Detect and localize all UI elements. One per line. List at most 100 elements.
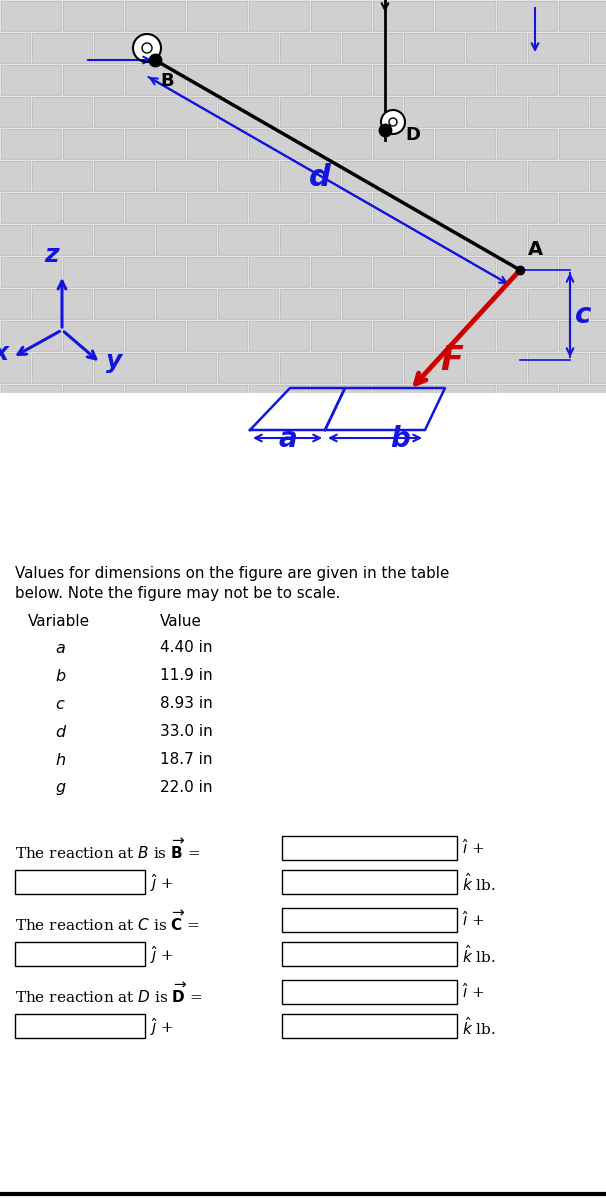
- Bar: [0, 545, 30, 575]
- Bar: [528, 545, 588, 575]
- Text: $g$: $g$: [55, 780, 67, 797]
- Bar: [32, 97, 92, 127]
- Bar: [528, 32, 588, 62]
- Bar: [342, 481, 402, 511]
- Bar: [497, 1, 557, 31]
- Bar: [373, 449, 433, 479]
- Bar: [342, 226, 402, 254]
- Bar: [1, 577, 61, 607]
- Text: $\hat{\imath}$ +: $\hat{\imath}$ +: [462, 982, 484, 1001]
- Bar: [528, 289, 588, 319]
- Bar: [528, 418, 588, 448]
- Text: 11.9 in: 11.9 in: [160, 668, 213, 683]
- Bar: [280, 353, 340, 383]
- Text: b: b: [390, 425, 410, 454]
- Bar: [1, 1, 61, 31]
- Bar: [125, 385, 185, 415]
- FancyBboxPatch shape: [15, 942, 145, 966]
- Bar: [559, 1, 606, 31]
- Bar: [218, 545, 278, 575]
- Bar: [590, 97, 606, 127]
- Bar: [435, 385, 495, 415]
- Bar: [497, 385, 557, 415]
- Text: The reaction at $D$ is $\overrightarrow{\mathbf{D}}$ =: The reaction at $D$ is $\overrightarrow{…: [15, 982, 202, 1007]
- Bar: [218, 161, 278, 191]
- Bar: [590, 226, 606, 254]
- Bar: [94, 226, 154, 254]
- Text: $\hat{k}$ lb.: $\hat{k}$ lb.: [462, 944, 496, 966]
- Text: Variable: Variable: [28, 614, 90, 629]
- Text: B: B: [160, 72, 174, 90]
- Text: z: z: [44, 242, 59, 266]
- Bar: [0, 418, 30, 448]
- Bar: [528, 353, 588, 383]
- Bar: [373, 65, 433, 95]
- Bar: [1, 385, 61, 415]
- Bar: [342, 545, 402, 575]
- Bar: [528, 289, 588, 319]
- Bar: [311, 320, 371, 350]
- Bar: [466, 97, 526, 127]
- Bar: [63, 128, 123, 158]
- Text: $\hat{k}$ lb.: $\hat{k}$ lb.: [462, 1016, 496, 1038]
- Bar: [63, 193, 123, 223]
- Bar: [32, 353, 92, 383]
- Bar: [311, 1, 371, 31]
- Bar: [156, 289, 216, 319]
- Bar: [559, 320, 606, 350]
- Bar: [280, 32, 340, 62]
- Bar: [373, 257, 433, 287]
- Bar: [218, 161, 278, 191]
- Bar: [590, 545, 606, 575]
- Bar: [404, 161, 464, 191]
- Bar: [528, 353, 588, 383]
- Bar: [249, 257, 309, 287]
- Bar: [218, 418, 278, 448]
- Bar: [590, 418, 606, 448]
- Bar: [32, 353, 92, 383]
- Bar: [187, 65, 247, 95]
- Text: $d$: $d$: [55, 724, 67, 740]
- Bar: [249, 385, 309, 415]
- Bar: [590, 97, 606, 127]
- Bar: [342, 481, 402, 511]
- Bar: [63, 257, 123, 287]
- Bar: [342, 32, 402, 62]
- Bar: [280, 161, 340, 191]
- Bar: [94, 353, 154, 383]
- Bar: [590, 32, 606, 62]
- Bar: [1, 449, 61, 479]
- Bar: [94, 32, 154, 62]
- Bar: [94, 161, 154, 191]
- Text: $c$: $c$: [55, 696, 65, 713]
- Bar: [249, 577, 309, 607]
- Bar: [559, 65, 606, 95]
- FancyBboxPatch shape: [282, 870, 457, 894]
- Bar: [63, 385, 123, 415]
- Text: F: F: [440, 344, 463, 377]
- Bar: [497, 65, 557, 95]
- Bar: [311, 385, 371, 415]
- Text: 4.40 in: 4.40 in: [160, 640, 213, 655]
- Bar: [311, 1, 371, 31]
- Bar: [125, 257, 185, 287]
- Bar: [0, 161, 30, 191]
- Bar: [0, 226, 30, 254]
- Bar: [156, 226, 216, 254]
- Bar: [249, 65, 309, 95]
- Bar: [63, 514, 123, 542]
- Bar: [63, 514, 123, 542]
- Bar: [218, 226, 278, 254]
- Bar: [32, 226, 92, 254]
- Bar: [32, 32, 92, 62]
- Bar: [156, 32, 216, 62]
- Circle shape: [381, 110, 405, 134]
- Bar: [187, 320, 247, 350]
- Text: 33.0 in: 33.0 in: [160, 724, 213, 739]
- Bar: [435, 449, 495, 479]
- Bar: [63, 128, 123, 158]
- Bar: [1, 449, 61, 479]
- Bar: [373, 1, 433, 31]
- Bar: [497, 128, 557, 158]
- Bar: [311, 449, 371, 479]
